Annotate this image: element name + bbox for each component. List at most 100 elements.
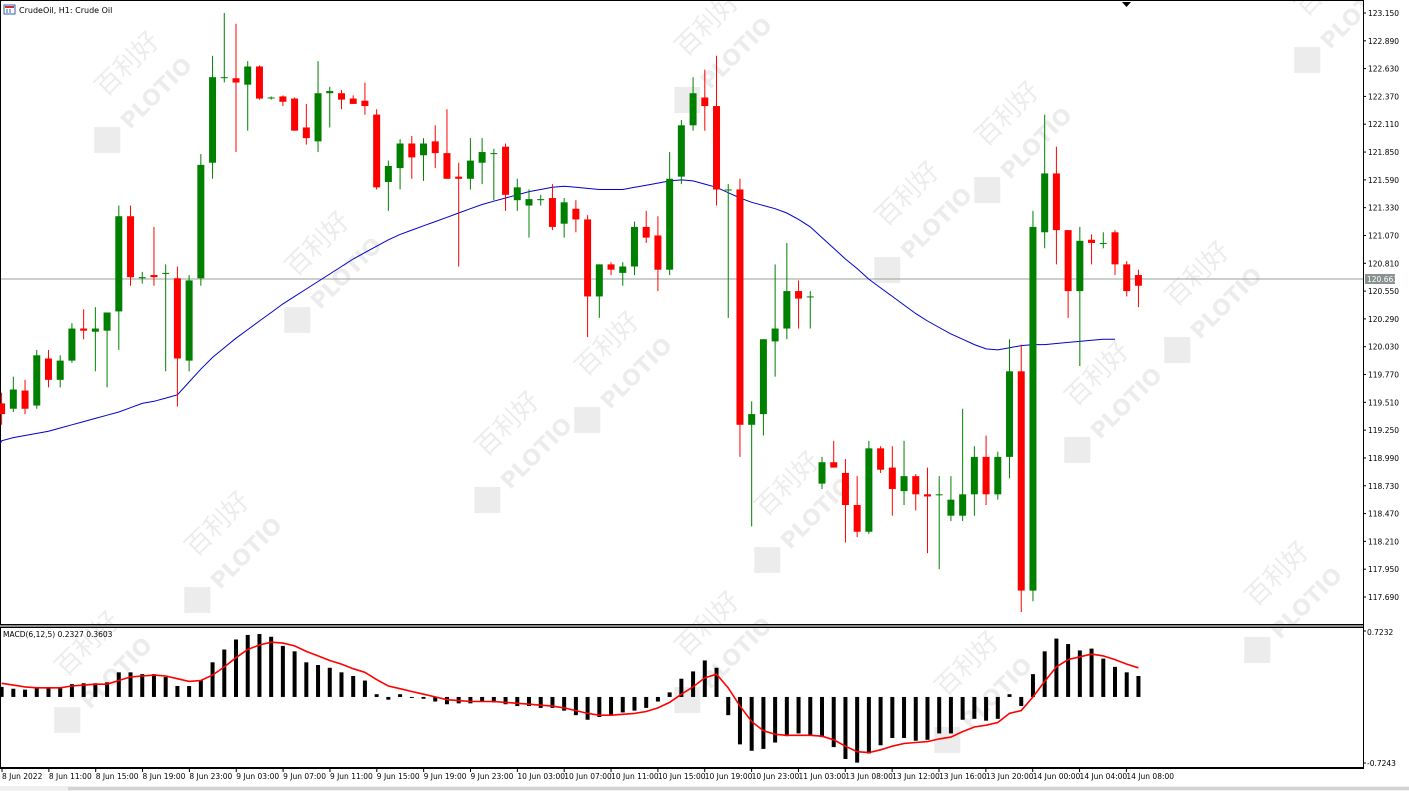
- time-tick-label: 9 Jun 07:00: [283, 772, 326, 781]
- candle-body: [115, 216, 123, 312]
- candle-body: [1029, 226, 1037, 591]
- price-tick-label: 121.070: [1368, 231, 1399, 240]
- price-axis[interactable]: 123.150 122.890 122.630 122.370 122.110 121.8…: [1363, 0, 1409, 791]
- price-tick-label: 121.590: [1368, 176, 1399, 185]
- macd-bar: [503, 696, 508, 705]
- candle: [0, 392, 6, 425]
- candle-body: [701, 97, 709, 107]
- macd-bar: [210, 662, 215, 697]
- candle: [537, 194, 545, 206]
- macd-bar: [151, 674, 156, 697]
- candle: [584, 215, 592, 338]
- candle: [713, 55, 721, 206]
- candle: [572, 200, 580, 233]
- macd-bar: [585, 696, 590, 720]
- macd-bar: [398, 694, 403, 697]
- candle-body: [502, 146, 510, 195]
- price-panel[interactable]: [0, 0, 1364, 625]
- time-tick-label: 14 Jun 04:00: [1080, 772, 1128, 781]
- candle: [209, 55, 217, 179]
- candle: [56, 355, 64, 388]
- candle: [783, 242, 791, 340]
- candle-body: [677, 125, 685, 177]
- macd-bar: [163, 676, 168, 697]
- macd-bar: [890, 696, 895, 738]
- candle: [443, 109, 451, 179]
- candle-body: [865, 448, 873, 532]
- candle: [654, 216, 662, 292]
- macd-bar: [128, 672, 133, 697]
- macd-bar: [421, 696, 426, 699]
- candle-body: [255, 66, 263, 99]
- candle-body: [56, 360, 64, 380]
- macd-bar: [316, 665, 321, 697]
- time-tick-label: 10 Jun 11:00: [611, 772, 659, 781]
- time-tick-label: 8 Jun 15:00: [96, 772, 139, 781]
- candle: [466, 138, 474, 190]
- candle-body: [209, 77, 217, 163]
- candle: [255, 65, 263, 100]
- candle: [935, 476, 943, 570]
- candle: [361, 82, 369, 115]
- watermark-logo-icon: [54, 707, 81, 733]
- candle-body: [384, 165, 392, 182]
- macd-bar: [527, 696, 531, 707]
- candle-body: [220, 77, 228, 79]
- macd-bar: [808, 696, 813, 736]
- candle: [1123, 261, 1131, 297]
- candle-body: [736, 189, 744, 425]
- candle: [912, 473, 920, 511]
- candle: [1029, 210, 1037, 602]
- candle: [373, 109, 381, 190]
- candle: [701, 69, 709, 131]
- candle-body: [91, 328, 99, 332]
- candle-body: [103, 312, 111, 331]
- candle-body: [572, 208, 580, 220]
- watermark-logo-icon: [974, 177, 1001, 203]
- macd-bar: [386, 696, 391, 700]
- candle-body: [584, 219, 592, 297]
- candle-body: [713, 106, 721, 190]
- price-tick-label: 119.770: [1368, 371, 1399, 380]
- candle-body: [478, 152, 486, 163]
- candle: [1111, 230, 1119, 276]
- time-axis[interactable]: 8 Jun 2022 8 Jun 11:00 8 Jun 15:00 8 Jun 19…: [0, 768, 1409, 791]
- panel-separator[interactable]: [0, 625, 1364, 627]
- time-tick-label: 10 Jun 03:00: [517, 772, 565, 781]
- price-tick-label: 121.850: [1368, 148, 1399, 157]
- candle: [795, 280, 803, 329]
- candle-body: [80, 328, 88, 331]
- candle: [666, 152, 674, 276]
- candle: [959, 408, 967, 522]
- chart-title-bar: CrudeOil, H1: Crude Oil: [3, 4, 112, 15]
- candle: [279, 95, 287, 107]
- candle-body: [513, 187, 521, 201]
- macd-bar: [351, 675, 356, 697]
- candle-body: [830, 462, 838, 468]
- candle-body: [689, 93, 697, 126]
- watermark-logo-icon: [284, 307, 311, 333]
- candle: [431, 125, 439, 169]
- candle: [314, 61, 322, 153]
- candle-body: [267, 97, 275, 99]
- macd-bar: [140, 674, 145, 697]
- candle: [1076, 226, 1084, 366]
- macd-bar: [187, 686, 192, 697]
- time-tick-label: 9 Jun 23:00: [471, 772, 514, 781]
- chart-scrollbar-thumb[interactable]: [68, 787, 1409, 790]
- candle-body: [361, 100, 369, 107]
- candle: [21, 379, 29, 415]
- time-tick-label: 10 Jun 15:00: [658, 772, 706, 781]
- chart-window-icon[interactable]: [3, 4, 16, 15]
- macd-panel[interactable]: MACD(6,12,5) 0.2327 0.3603: [0, 627, 1364, 768]
- macd-bar: [843, 696, 848, 759]
- current-price-value: 120.663: [1367, 275, 1398, 284]
- watermark-logo-icon: [184, 587, 211, 613]
- macd-bar: [1136, 675, 1141, 697]
- chart-shift-marker-icon[interactable]: [1122, 2, 1131, 7]
- candle: [197, 154, 205, 286]
- candle-body: [795, 291, 803, 299]
- candle: [302, 103, 310, 145]
- candle-body: [853, 505, 861, 532]
